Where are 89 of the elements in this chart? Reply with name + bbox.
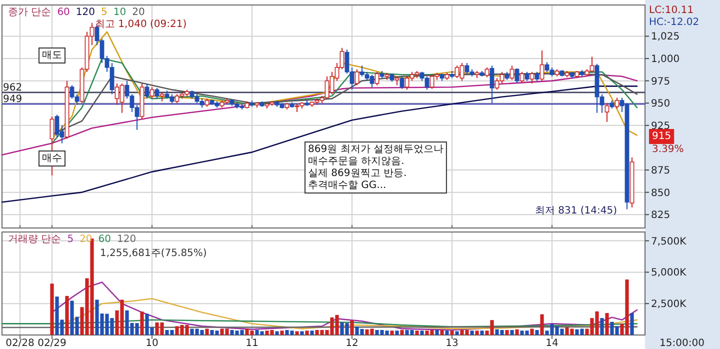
annotation: 1,255,681주(75.85%) bbox=[100, 248, 207, 259]
ref-line-label: 949 bbox=[3, 94, 22, 106]
bar bbox=[505, 330, 509, 335]
bar bbox=[445, 330, 449, 335]
ref-line-label: 962 bbox=[3, 82, 22, 94]
bar bbox=[540, 314, 544, 335]
candlestick bbox=[400, 76, 404, 90]
annotation: 매수 bbox=[42, 153, 62, 164]
candlestick bbox=[484, 66, 490, 78]
bar bbox=[605, 313, 609, 335]
text: 120 bbox=[117, 234, 136, 245]
bar bbox=[205, 328, 209, 335]
y-tick-label: 925 bbox=[651, 120, 670, 132]
y-tick-label: 1,000 bbox=[651, 54, 680, 66]
x-tick-label: 10 bbox=[146, 338, 158, 349]
bar bbox=[395, 330, 399, 335]
candlestick bbox=[614, 97, 620, 109]
bar bbox=[450, 330, 454, 335]
y-tick-label: 825 bbox=[651, 210, 670, 222]
bar bbox=[400, 330, 404, 335]
bar bbox=[600, 318, 604, 335]
bar bbox=[630, 313, 634, 335]
y-tick-label: 875 bbox=[651, 166, 670, 177]
bar bbox=[510, 330, 514, 335]
bar bbox=[275, 331, 279, 335]
x-tick-label: 12 bbox=[346, 338, 358, 349]
y-tick-label: 975 bbox=[651, 76, 670, 88]
annotation: 869원 최저가 설정해두었으나 매수주문을 하지않음. 실제 869원찍고 반등. 추격매수할 GG... bbox=[308, 144, 444, 191]
text: 3.39% bbox=[652, 144, 684, 155]
text: HC:-12.02 bbox=[649, 17, 700, 28]
bar bbox=[65, 296, 69, 335]
candlestick bbox=[490, 65, 494, 104]
y-tick-label: 7,500K bbox=[651, 236, 687, 248]
text: 20 bbox=[132, 7, 145, 18]
bar bbox=[415, 330, 419, 335]
candlestick bbox=[374, 71, 380, 86]
x-tick-label: 02/28 bbox=[6, 338, 34, 349]
annotation: 최고 1,040 (09:21) bbox=[95, 18, 187, 30]
bar bbox=[435, 330, 439, 335]
bar bbox=[295, 331, 299, 335]
bar bbox=[280, 330, 284, 335]
text: 915 bbox=[652, 131, 672, 142]
bar bbox=[305, 330, 309, 335]
text: 120 bbox=[76, 7, 96, 18]
candlestick bbox=[150, 86, 154, 100]
bar bbox=[300, 331, 304, 335]
x-tick-label: 11 bbox=[246, 338, 258, 349]
y-tick-label: 950 bbox=[651, 98, 670, 110]
bar bbox=[515, 329, 519, 335]
y-tick-label: 5,000K bbox=[651, 268, 687, 279]
bar bbox=[535, 330, 539, 335]
y-tick-label: 2,500K bbox=[651, 299, 687, 310]
candlestick bbox=[604, 102, 610, 122]
legend-title: 거래량 단순 bbox=[8, 234, 62, 245]
bar bbox=[310, 330, 314, 335]
text: 10 bbox=[113, 7, 126, 18]
text: 60 bbox=[98, 234, 112, 245]
annotation: 최저 831 (14:45) bbox=[534, 205, 618, 216]
y-tick-label: 850 bbox=[651, 188, 670, 199]
bar bbox=[480, 330, 484, 335]
candlestick bbox=[530, 71, 534, 84]
x-tick-label: 13 bbox=[446, 338, 458, 349]
bar bbox=[455, 331, 459, 335]
y-tick-label: 1,025 bbox=[651, 32, 680, 43]
bar bbox=[530, 328, 534, 335]
bar bbox=[420, 330, 424, 335]
bar bbox=[470, 330, 474, 335]
candlestick bbox=[540, 50, 544, 82]
annotation: 매도 bbox=[42, 50, 62, 61]
bar bbox=[390, 330, 394, 335]
x-tick-label: 02/29 bbox=[38, 338, 66, 349]
legend-title: 종가 단순 bbox=[8, 7, 52, 18]
candlestick bbox=[154, 87, 160, 100]
bar bbox=[140, 312, 144, 335]
x-tick-label: 14 bbox=[546, 338, 558, 349]
candlestick bbox=[144, 82, 150, 100]
x-axis-title: 15:00:00 bbox=[660, 338, 704, 349]
text: 20 bbox=[80, 234, 92, 245]
text: 5 bbox=[67, 234, 74, 245]
text: LC:10.11 bbox=[649, 5, 694, 16]
candlestick bbox=[354, 68, 360, 86]
bar bbox=[50, 284, 54, 335]
bar bbox=[475, 330, 479, 335]
candlestick bbox=[510, 65, 514, 80]
bar bbox=[350, 320, 354, 335]
line-series bbox=[1, 319, 638, 328]
bar bbox=[440, 330, 444, 335]
text: 60 bbox=[57, 7, 70, 18]
series-label: 5 bbox=[101, 7, 108, 18]
